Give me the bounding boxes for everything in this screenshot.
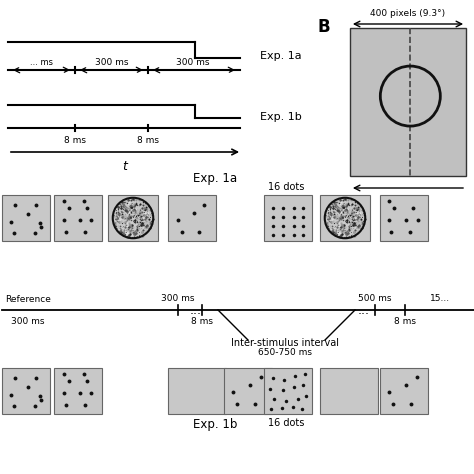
Text: ...: ... [190,304,202,318]
Bar [54,195,102,241]
Text: Exp. 1a: Exp. 1a [260,51,301,61]
Text: 8 ms: 8 ms [191,317,213,326]
Bar [380,368,428,414]
Bar [2,195,50,241]
Text: 8 ms: 8 ms [64,136,86,145]
Bar [264,195,312,241]
Bar [224,368,272,414]
Text: 400 pixels (9.3°): 400 pixels (9.3°) [371,9,446,18]
Text: ...: ... [358,304,370,318]
Text: B: B [318,18,331,36]
Bar [264,368,312,414]
Text: Reference: Reference [5,295,51,304]
Text: Exp. 1b: Exp. 1b [260,111,302,121]
Bar [350,28,466,176]
Text: Exp. 1b: Exp. 1b [193,418,237,431]
Text: Inter-stimulus interval: Inter-stimulus interval [231,338,339,348]
Text: 300 ms: 300 ms [95,58,128,67]
Text: 16 dots: 16 dots [268,182,304,192]
Bar [380,195,428,241]
Text: ... ms: ... ms [30,58,53,67]
Text: 16 dots: 16 dots [268,418,304,428]
Bar [320,368,378,414]
Text: 650-750 ms: 650-750 ms [258,348,312,357]
Text: 15...: 15... [430,294,450,303]
Text: 500 ms: 500 ms [358,294,392,303]
Text: 8 ms: 8 ms [394,317,416,326]
Bar [168,368,226,414]
Bar [320,195,370,241]
Bar [2,368,50,414]
Bar [168,195,216,241]
Bar [54,368,102,414]
Text: t: t [123,160,128,173]
Text: 300 ms: 300 ms [176,58,210,67]
Text: 300 ms: 300 ms [11,317,45,326]
Text: 8 ms: 8 ms [137,136,159,145]
Bar [108,195,158,241]
Text: 300 ms: 300 ms [161,294,195,303]
Text: Exp. 1a: Exp. 1a [193,172,237,185]
